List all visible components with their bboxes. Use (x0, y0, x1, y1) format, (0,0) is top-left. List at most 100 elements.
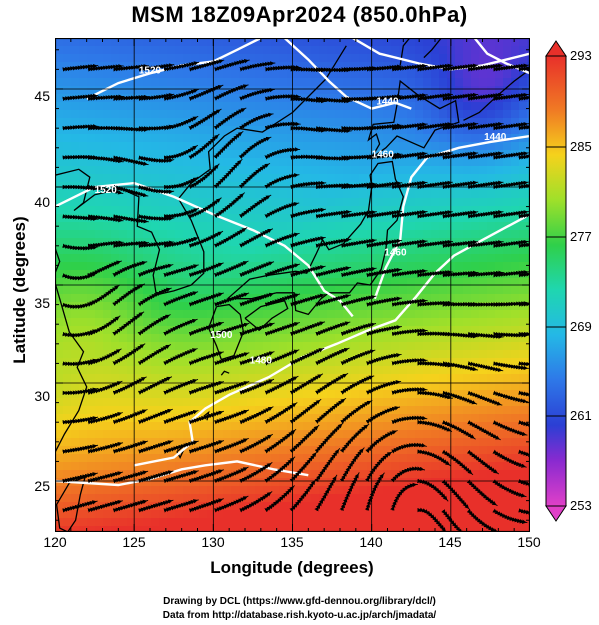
streamline (518, 361, 530, 368)
streamline (238, 136, 272, 160)
contour-label: 1440 (484, 132, 507, 143)
streamline (112, 184, 149, 198)
colorbar-tick-label: 293 (570, 48, 592, 63)
colorbar-tick-label: 285 (570, 139, 592, 154)
streamline (238, 194, 272, 219)
streamline (391, 415, 428, 425)
streamline (137, 287, 172, 307)
contour-label: 1500 (210, 330, 233, 341)
streamline (466, 479, 498, 507)
streamline (138, 184, 175, 194)
streamline (365, 451, 393, 482)
streamline (492, 420, 528, 437)
streamline (264, 147, 301, 160)
streamline (289, 424, 320, 454)
map-plot: 1520 1520 1460 1440 1440 1460 1480 1500 (55, 38, 530, 532)
contour-label: 1460 (372, 150, 395, 161)
x-tick-label: 130 (201, 534, 225, 550)
y-tick-label: 25 (34, 478, 50, 494)
coastline-segment (55, 247, 88, 454)
x-tick-label: 125 (122, 534, 146, 550)
streamline (113, 214, 149, 224)
streamline (137, 344, 172, 366)
y-tick-label: 35 (34, 295, 50, 311)
streamline (340, 400, 373, 424)
streamline (339, 423, 370, 453)
streamline (264, 232, 300, 248)
streamline (441, 509, 469, 532)
streamline (264, 201, 300, 219)
y-tick-label: 40 (34, 194, 50, 210)
streamline (492, 508, 528, 524)
streamline (163, 318, 198, 336)
credits-data: Data from http://database.rish.kyoto-u.a… (162, 610, 437, 621)
x-axis-label: Longitude (degrees) (210, 558, 374, 577)
streamline (518, 151, 530, 160)
streamline (390, 466, 426, 483)
coastline-segment (423, 38, 442, 59)
streamline (265, 94, 301, 102)
streamline (391, 357, 428, 366)
streamline (466, 449, 500, 475)
streamline (365, 380, 402, 395)
streamline (113, 155, 149, 166)
streamline (441, 479, 471, 511)
streamline (518, 299, 530, 307)
streamline (466, 508, 499, 532)
streamline (518, 269, 530, 278)
streamline (518, 390, 530, 399)
x-tick-label: 120 (43, 534, 67, 550)
streamline (365, 352, 402, 366)
streamline (518, 330, 530, 337)
streamline (213, 107, 247, 130)
credits: Drawing by DCL (https://www.gfd-dennou.o… (0, 595, 599, 623)
contour-label: 1480 (250, 355, 273, 366)
streamline (239, 112, 274, 130)
coastline-segment (55, 476, 86, 532)
streamline (340, 322, 377, 337)
contour-label: 1520 (139, 65, 162, 76)
streamline (137, 314, 171, 336)
streamline (518, 92, 530, 102)
streamline (264, 121, 301, 131)
streamline (518, 449, 530, 461)
streamline (391, 387, 428, 396)
streamline (390, 482, 418, 511)
streamline (264, 173, 300, 189)
streamline (518, 63, 530, 72)
credits-drawing: Drawing by DCL (https://www.gfd-dennou.o… (163, 596, 436, 607)
streamline (314, 448, 341, 483)
contour-label: 1460 (384, 248, 407, 259)
streamline (163, 348, 198, 366)
contour-labels: 1520 1520 1460 1440 1440 1460 1480 1500 (95, 65, 507, 366)
streamline (492, 390, 529, 404)
streamline (518, 121, 530, 131)
streamline (391, 328, 428, 337)
streamline (492, 449, 527, 468)
streamline (366, 325, 402, 337)
height-contour (373, 134, 530, 300)
streamline (213, 158, 243, 189)
streamline (314, 422, 344, 454)
streamline (518, 209, 530, 219)
streamline (239, 61, 276, 72)
streamline (112, 283, 146, 307)
y-axis-label: Latitude (degrees) (10, 216, 29, 364)
y-tick-label: 45 (34, 88, 50, 104)
streamline (518, 478, 530, 490)
colorbar-gradient (545, 55, 567, 507)
streamline (518, 420, 530, 431)
contour-label: 1520 (95, 185, 118, 196)
lat-lon-grid (55, 38, 530, 532)
colorbar-min-arrow (545, 505, 567, 522)
streamline (493, 361, 529, 371)
streamline (518, 180, 530, 190)
streamline (289, 451, 318, 483)
streamline (518, 508, 530, 517)
streamline (467, 420, 501, 441)
streamline (213, 131, 244, 160)
y-tick-label: 30 (34, 388, 50, 404)
coastline-segment (220, 370, 230, 376)
x-tick-label: 150 (517, 534, 541, 550)
streamline (238, 163, 271, 189)
